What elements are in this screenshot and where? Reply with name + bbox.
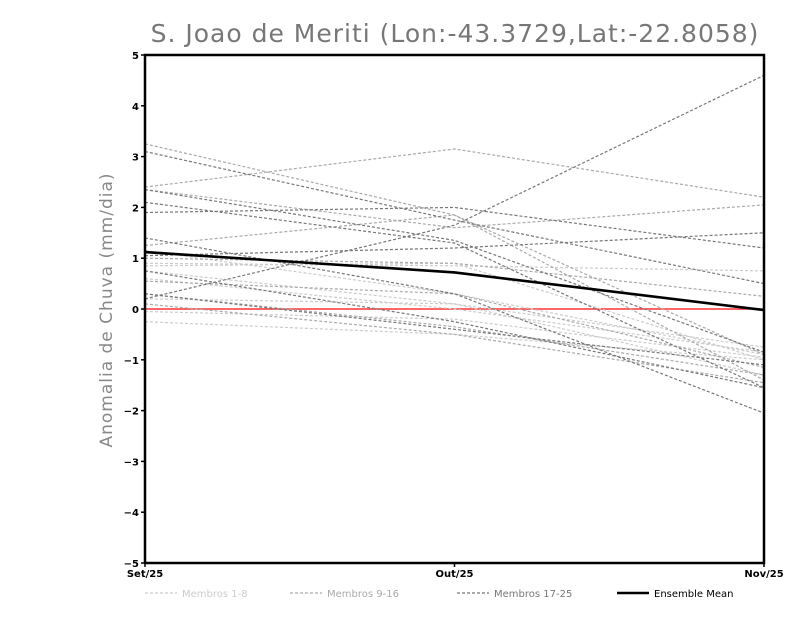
y-tick-label: 0 [132, 305, 139, 316]
member-series-line-13 [144, 280, 765, 368]
legend-label: Ensemble Mean [654, 589, 733, 600]
legend-label: Membros 17-25 [494, 589, 572, 600]
y-axis-label: Anomalia de Chuva (mm/dia) [97, 172, 117, 447]
legend-label: Membros 9-16 [327, 589, 399, 600]
plot-lines [144, 74, 765, 414]
member-series-line-19 [144, 206, 765, 249]
legend-label: Membros 1-8 [182, 589, 248, 600]
y-tick-label: −3 [124, 457, 139, 468]
member-series-line-17 [144, 189, 765, 353]
y-tick-label: −4 [124, 508, 139, 519]
member-series-line-24 [144, 74, 765, 300]
member-series-line-23 [144, 293, 765, 366]
member-series-line-15 [144, 303, 765, 384]
member-series-line-2 [144, 262, 765, 361]
x-tick-label: Out/25 [436, 569, 474, 580]
y-tick-label: −1 [124, 356, 139, 367]
member-series-line-5 [144, 298, 765, 376]
member-series-line-3 [144, 270, 765, 348]
member-series-line-18 [144, 201, 765, 389]
member-series-line-11 [144, 214, 765, 381]
y-tick-label: −5 [124, 559, 139, 570]
legend: Membros 1-8 Membros 9-16 Membros 17-25 Ense… [145, 589, 733, 600]
y-tick-label: −2 [124, 407, 139, 418]
y-tick-label: 4 [132, 102, 139, 113]
ensemble-mean-line-25 [144, 250, 765, 312]
member-series-line-16 [144, 150, 765, 285]
y-tick-label: 2 [132, 203, 139, 214]
member-series-line-12 [144, 257, 765, 297]
member-series-line-8 [144, 143, 765, 356]
y-tick-label: 5 [132, 51, 139, 62]
chart-title: S. Joao de Meriti (Lon:-43.3729,Lat:-22.… [151, 19, 760, 48]
y-tick-label: 1 [132, 254, 139, 265]
member-series-line-14 [144, 293, 765, 376]
x-tick-label: Nov/25 [744, 569, 783, 580]
member-series-line-9 [144, 148, 765, 198]
member-series-line-4 [144, 277, 765, 353]
member-series-line-21 [144, 232, 765, 257]
member-series-line-6 [144, 310, 765, 358]
member-series-line-10 [144, 189, 765, 229]
y-tick-label: 3 [132, 153, 139, 164]
member-series-line-7 [144, 321, 765, 361]
member-series-line-20 [144, 237, 765, 414]
member-series-line-0 [144, 250, 765, 356]
member-series-line-1 [144, 262, 765, 272]
x-tick-label: Set/25 [127, 569, 163, 580]
